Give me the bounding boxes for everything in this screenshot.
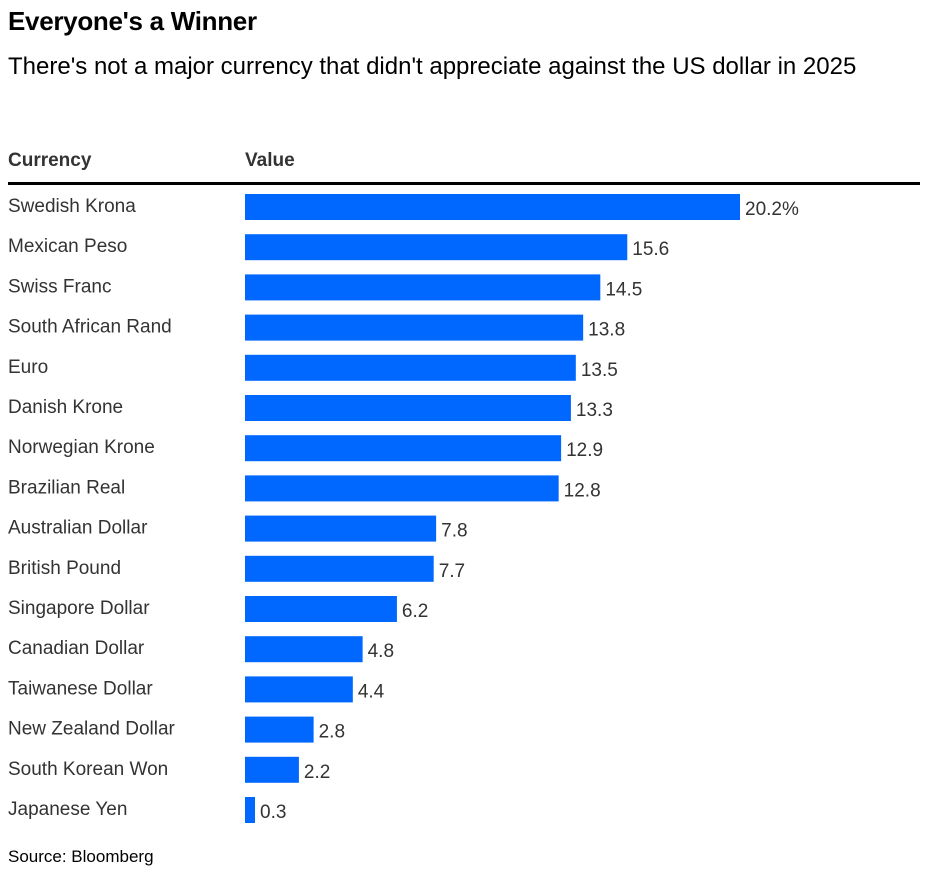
value-label: 20.2% bbox=[745, 199, 799, 220]
bar bbox=[245, 234, 628, 261]
bar bbox=[245, 555, 434, 582]
value-label: 12.9 bbox=[566, 440, 603, 461]
category-label: Brazilian Real bbox=[8, 477, 125, 498]
chart-subtitle: There's not a major currency that didn't… bbox=[8, 53, 857, 80]
value-label: 13.5 bbox=[581, 360, 618, 381]
value-label: 0.3 bbox=[260, 802, 286, 823]
bar bbox=[245, 194, 740, 220]
value-label: 12.8 bbox=[564, 480, 601, 501]
value-label: 2.2 bbox=[304, 762, 330, 783]
bar-row: South Korean Won 2.2 bbox=[8, 756, 330, 783]
value-label: 6.2 bbox=[402, 601, 428, 622]
chart-title: Everyone's a Winner bbox=[8, 6, 257, 36]
bar bbox=[245, 475, 559, 502]
value-label: 14.5 bbox=[605, 279, 642, 300]
value-label: 13.3 bbox=[576, 400, 613, 421]
value-label: 7.8 bbox=[441, 521, 467, 542]
bar bbox=[245, 797, 255, 823]
bar bbox=[245, 395, 571, 421]
value-label: 7.7 bbox=[439, 561, 465, 582]
bar-row: Japanese Yen 0.3 bbox=[8, 797, 286, 823]
bar-row: Taiwanese Dollar 4.4 bbox=[8, 676, 385, 703]
category-label: Mexican Peso bbox=[8, 236, 127, 257]
bar bbox=[245, 676, 353, 703]
category-label: South Korean Won bbox=[8, 759, 168, 780]
category-label: Danish Krone bbox=[8, 397, 123, 418]
category-label: Swiss Franc bbox=[8, 276, 111, 297]
category-label: Swedish Krona bbox=[8, 196, 136, 217]
bar bbox=[245, 354, 576, 381]
bar-row: Euro 13.5 bbox=[8, 354, 618, 381]
value-label: 15.6 bbox=[632, 239, 669, 260]
bar-row: British Pound 7.7 bbox=[8, 555, 465, 582]
bar bbox=[245, 716, 314, 743]
bar-row: Mexican Peso 15.6 bbox=[8, 234, 669, 261]
bar bbox=[245, 435, 562, 462]
category-label: Norwegian Krone bbox=[8, 437, 155, 458]
bar-row: Singapore Dollar 6.2 bbox=[8, 596, 428, 622]
category-label: Japanese Yen bbox=[8, 799, 127, 820]
category-label: Taiwanese Dollar bbox=[8, 678, 153, 699]
bar bbox=[245, 596, 397, 622]
header-rule bbox=[8, 182, 920, 185]
bar bbox=[245, 314, 584, 341]
column-header-value: Value bbox=[245, 150, 295, 171]
value-label: 4.8 bbox=[368, 641, 394, 662]
bar-row: Danish Krone 13.3 bbox=[8, 395, 613, 421]
bar-row: Brazilian Real 12.8 bbox=[8, 475, 601, 502]
category-label: Australian Dollar bbox=[8, 518, 148, 539]
bar bbox=[245, 636, 363, 663]
bar bbox=[245, 756, 299, 783]
bar-row: New Zealand Dollar 2.8 bbox=[8, 716, 345, 743]
bar bbox=[245, 515, 437, 542]
bar-row: Swiss Franc 14.5 bbox=[8, 274, 642, 301]
value-label: 4.4 bbox=[358, 681, 385, 702]
category-label: New Zealand Dollar bbox=[8, 719, 176, 740]
bar-row: South African Rand 13.8 bbox=[8, 314, 625, 341]
bar-row: Swedish Krona 20.2% bbox=[8, 194, 799, 220]
category-label: South African Rand bbox=[8, 317, 172, 338]
value-label: 13.8 bbox=[588, 320, 625, 341]
bar-row: Australian Dollar 7.8 bbox=[8, 515, 468, 542]
bar-row: Canadian Dollar 4.8 bbox=[8, 636, 394, 663]
value-label: 2.8 bbox=[319, 722, 345, 743]
bar bbox=[245, 274, 601, 301]
category-label: Canadian Dollar bbox=[8, 638, 145, 659]
category-label: Euro bbox=[8, 357, 48, 378]
category-label: British Pound bbox=[8, 558, 121, 579]
column-header-currency: Currency bbox=[8, 150, 92, 171]
category-label: Singapore Dollar bbox=[8, 598, 150, 619]
bar-row: Norwegian Krone 12.9 bbox=[8, 435, 603, 462]
source-note: Source: Bloomberg bbox=[8, 847, 154, 866]
